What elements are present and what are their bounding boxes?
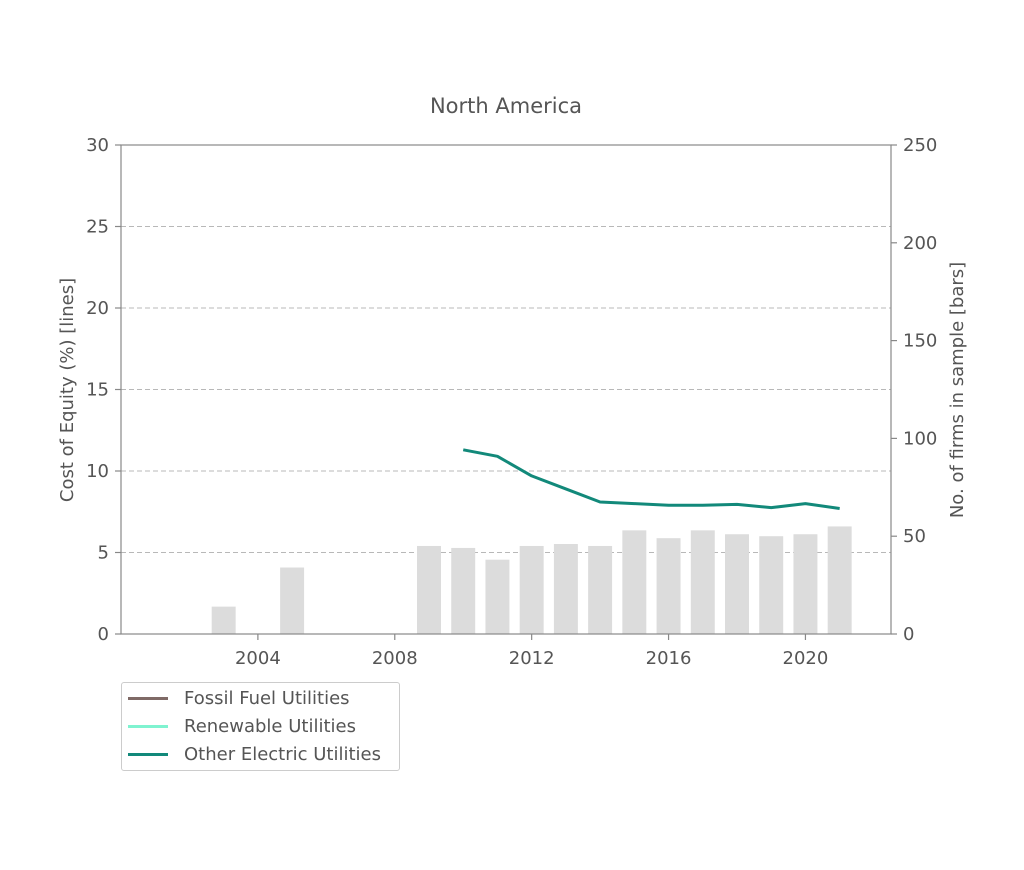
x-tick-label: 2008 (372, 648, 418, 669)
legend-swatch (128, 724, 168, 728)
legend-item-renewable: Renewable Utilities (128, 714, 356, 738)
bar (280, 567, 305, 634)
series-line (462, 448, 840, 510)
bar (793, 534, 818, 634)
x-tick-label: 2016 (646, 648, 692, 669)
y-right-tick-label: 250 (903, 135, 937, 156)
bar (588, 545, 613, 634)
grid (121, 226, 891, 553)
y-left-tick-label: 15 (86, 380, 109, 401)
bars (211, 526, 852, 634)
bar (725, 534, 749, 634)
bar (519, 545, 544, 634)
x-axis: 2004 2008 2012 2016 2020 (235, 634, 828, 669)
y-right-tick-label: 50 (903, 526, 926, 547)
legend-item-other-electric: Other Electric Utilities (128, 742, 381, 766)
bar (553, 544, 578, 634)
bar (622, 530, 647, 634)
y-right-tick-label: 200 (903, 233, 937, 254)
bar (485, 559, 510, 634)
y-right-tick-label: 0 (903, 624, 914, 645)
y-right-tick-label: 150 (903, 331, 937, 352)
y-axis-left-label: Cost of Equity (%) [lines] (57, 278, 78, 502)
x-tick-label: 2004 (235, 648, 281, 669)
bar (211, 606, 236, 634)
y-left-tick-label: 30 (86, 135, 109, 156)
legend-swatch (128, 752, 168, 756)
y-axis-left: 0 5 10 15 20 25 30 (86, 135, 121, 645)
legend-item-fossil-fuel: Fossil Fuel Utilities (128, 686, 350, 710)
y-left-tick-label: 20 (86, 298, 109, 319)
y-left-tick-label: 10 (86, 461, 109, 482)
y-axis-right-label: No. of firms in sample [bars] (947, 262, 968, 518)
chart-title: North America (430, 94, 582, 118)
y-axis-right: 0 50 100 150 200 250 (891, 135, 937, 645)
bar (417, 545, 441, 634)
legend-label: Fossil Fuel Utilities (184, 687, 350, 709)
legend-label: Renewable Utilities (184, 715, 356, 737)
y-left-tick-label: 5 (98, 543, 109, 564)
legend-swatch (128, 696, 168, 700)
legend: Fossil Fuel Utilities Renewable Utilitie… (121, 682, 400, 771)
bar (656, 538, 681, 634)
x-tick-label: 2020 (783, 648, 829, 669)
bar (827, 526, 852, 634)
bar (690, 530, 715, 634)
y-left-tick-label: 25 (86, 217, 109, 238)
y-left-tick-label: 0 (98, 624, 109, 645)
y-right-tick-label: 100 (903, 428, 937, 449)
x-tick-label: 2012 (509, 648, 555, 669)
lines (462, 448, 840, 510)
bar (759, 536, 784, 634)
legend-label: Other Electric Utilities (184, 743, 381, 765)
bar (451, 547, 476, 634)
